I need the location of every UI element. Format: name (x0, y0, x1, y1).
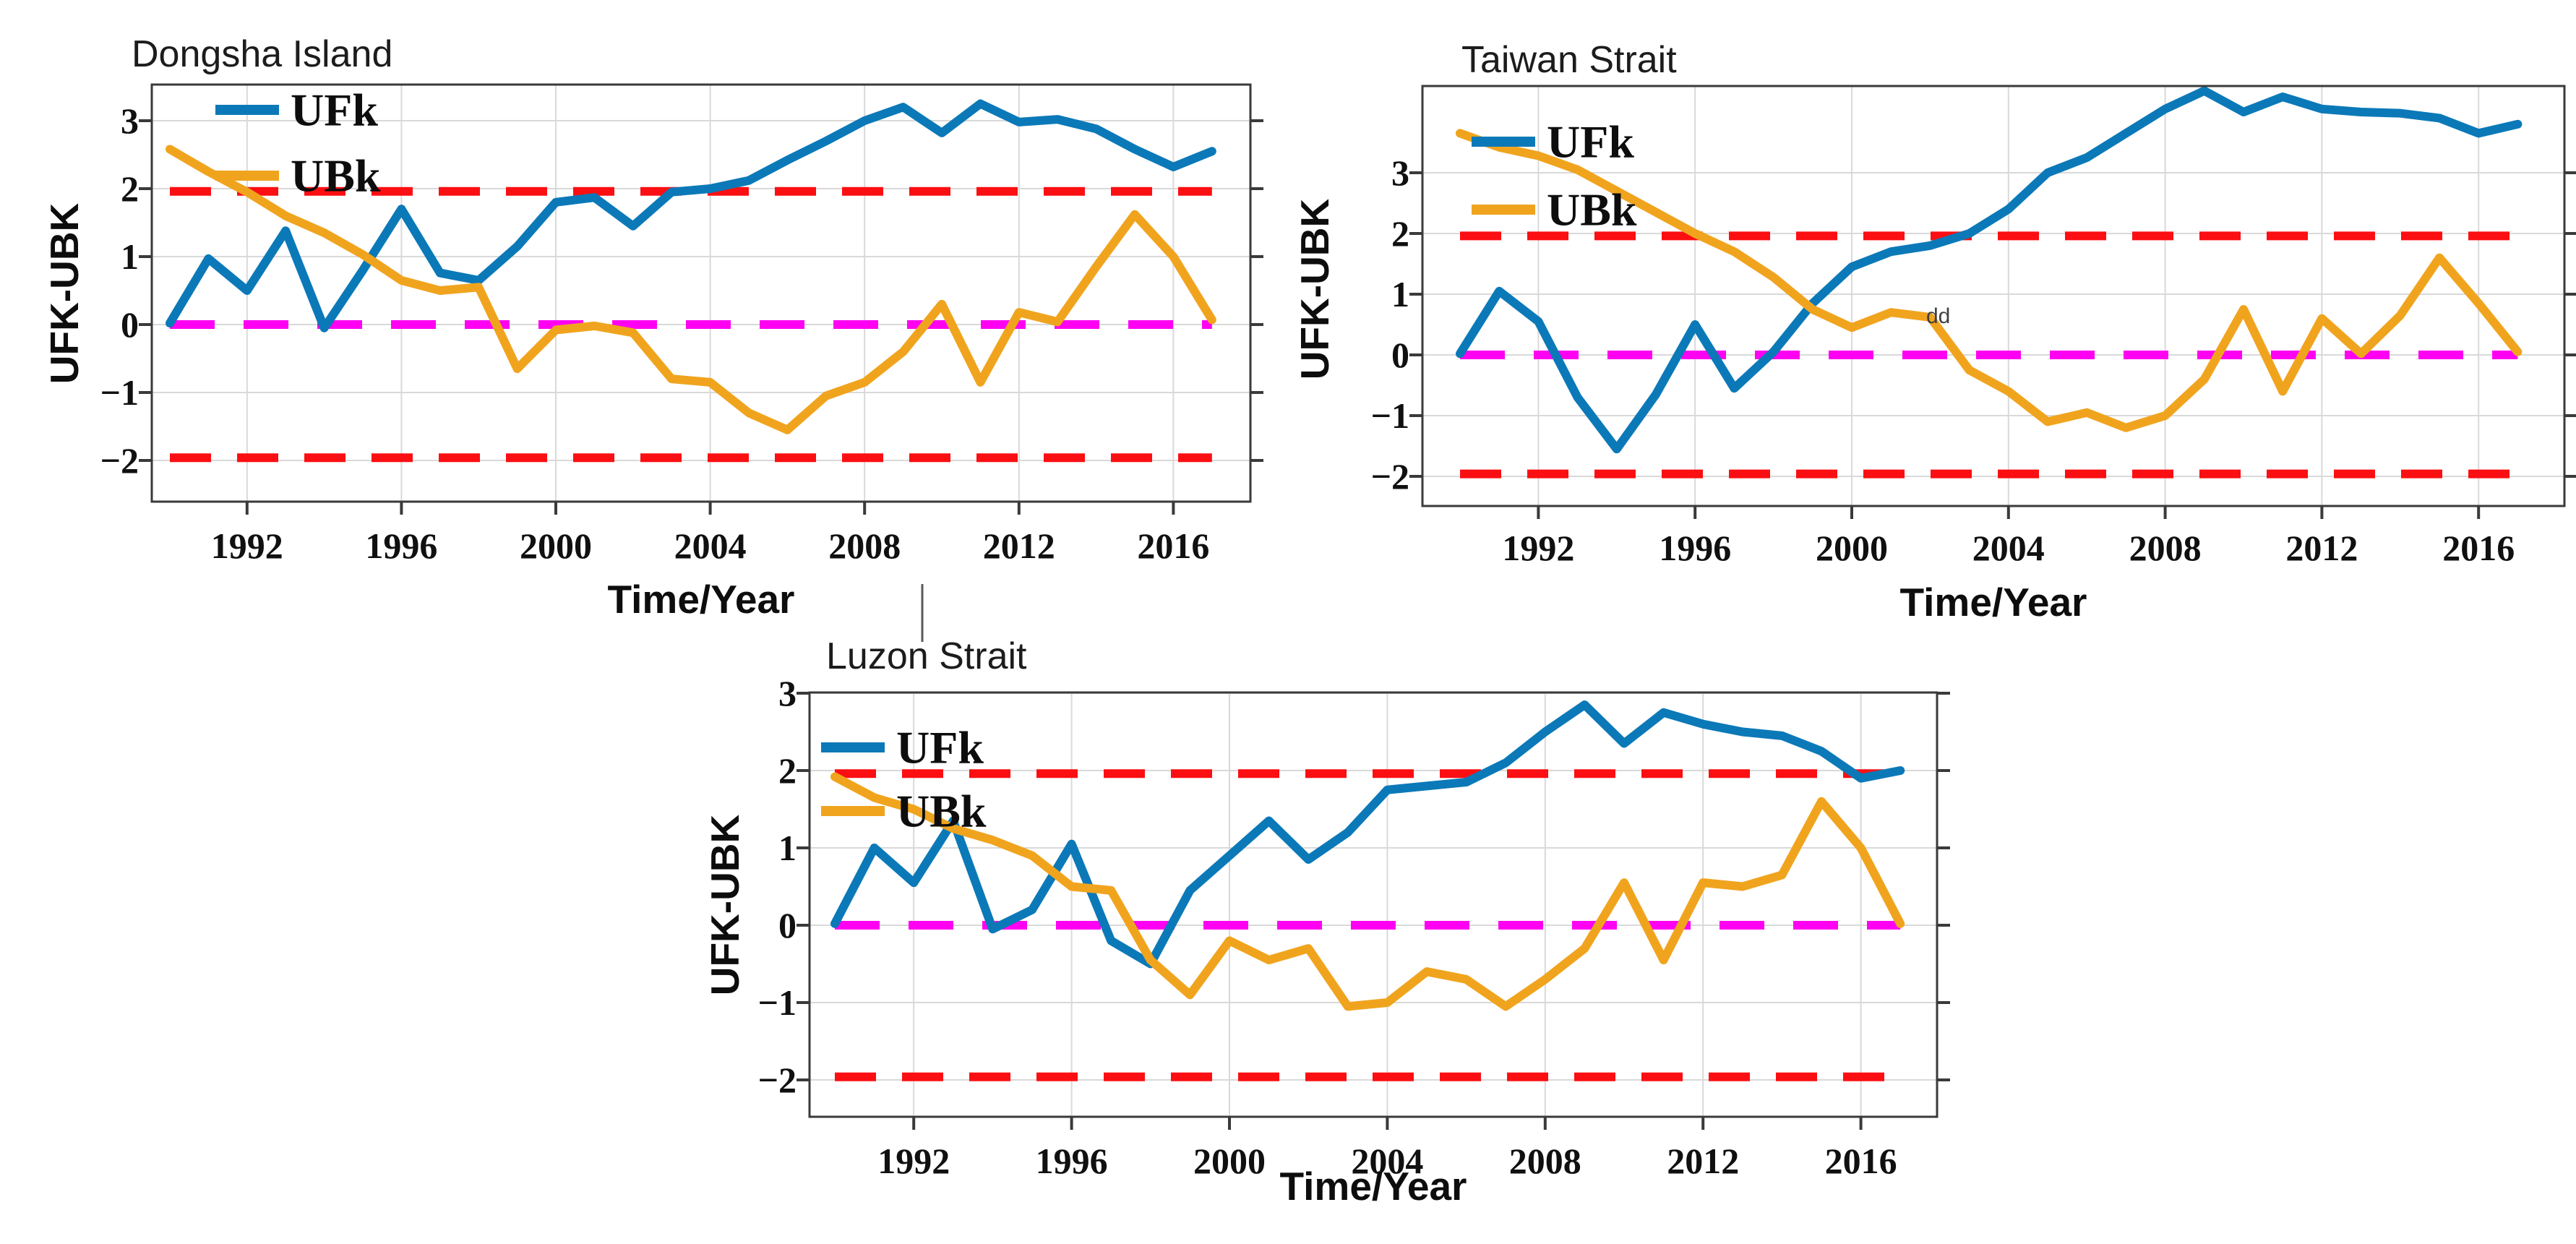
legend-label-ufk: UFk (896, 722, 984, 773)
xtick-label-2008: 2008 (828, 526, 901, 566)
dd-annotation: dd (1926, 304, 1950, 328)
panel-luzon: 3 2 1 0 −1 −2 1992 1996 2000 2004 2008 2012 2016 Luzo… (703, 635, 1950, 1209)
ytick-label-2: 2 (1391, 213, 1409, 254)
xtick-label-2012: 2012 (983, 526, 1055, 566)
ytick-label-1: 1 (121, 236, 139, 277)
series-ubk (1456, 129, 2523, 432)
ytick-label-2: 2 (778, 750, 797, 791)
xtick-label-2016: 2016 (1825, 1141, 1897, 1181)
xtick-label-2012: 2012 (2285, 528, 2358, 568)
xtick-label-2012: 2012 (1667, 1141, 1739, 1181)
x-axis-label: Time/Year (1900, 580, 2087, 625)
ytick-label-0: 0 (778, 905, 797, 945)
y-axis-label: UFK-UBK (1292, 198, 1337, 379)
y-axis-label: UFK-UBK (42, 202, 87, 384)
legend-label-ubk: UBk (1547, 184, 1637, 236)
xtick-label-2000: 2000 (1816, 528, 1888, 568)
series-ubk (830, 772, 1905, 1011)
ytick-label-2: 2 (121, 168, 139, 209)
series-ufk (830, 700, 1905, 969)
xtick-label-2000: 2000 (1193, 1141, 1266, 1181)
panel-taiwan: 3 2 1 0 −1 −2 1992 1996 2000 2004 2008 2012 2016 Taiw… (1292, 39, 2576, 625)
series-ufk (166, 99, 1216, 333)
xtick-label-2008: 2008 (1509, 1141, 1581, 1181)
ytick-label-3: 3 (778, 673, 797, 713)
xtick-label-2016: 2016 (1137, 526, 1209, 566)
ytick-label--1: −1 (100, 372, 139, 413)
plot-border (150, 83, 1252, 503)
panel-title: Taiwan Strait (1461, 39, 1677, 81)
ytick-label--2: −2 (1371, 456, 1410, 497)
xtick-label-1996: 1996 (1659, 528, 1731, 568)
plot-border (808, 691, 1939, 1118)
ytick-label--2: −2 (758, 1060, 797, 1100)
xtick-label-2016: 2016 (2442, 528, 2515, 568)
plot-border (1421, 85, 2566, 507)
ytick-label-1: 1 (778, 828, 797, 868)
xtick-label-1992: 1992 (1502, 528, 1574, 568)
x-axis-label: Time/Year (608, 577, 795, 622)
xtick-label-2004: 2004 (674, 526, 747, 566)
xtick-label-1992: 1992 (877, 1141, 950, 1181)
legend-label-ubk: UBk (896, 786, 987, 837)
ytick-label--2: −2 (100, 440, 139, 481)
series-ubk (166, 145, 1216, 434)
xtick-label-1992: 1992 (211, 526, 283, 566)
series-ufk (1456, 86, 2523, 454)
xtick-label-1996: 1996 (1036, 1141, 1108, 1181)
y-axis-label: UFK-UBK (703, 814, 747, 995)
xtick-label-2008: 2008 (2129, 528, 2202, 568)
xtick-label-2000: 2000 (520, 526, 592, 566)
xtick-label-1996: 1996 (365, 526, 437, 566)
legend-label-ubk: UBk (291, 150, 381, 202)
xtick-label-2004: 2004 (1972, 528, 2045, 568)
ytick-label--1: −1 (758, 982, 797, 1023)
legend-label-ufk: UFk (1547, 116, 1634, 168)
panel-title: Luzon Strait (826, 635, 1027, 677)
ytick-label-1: 1 (1391, 274, 1409, 314)
legend-label-ufk: UFk (291, 85, 378, 136)
ytick-label-3: 3 (1391, 153, 1409, 193)
ytick-label-3: 3 (121, 100, 139, 141)
ytick-label--1: −1 (1371, 395, 1410, 436)
x-axis-label: Time/Year (1280, 1164, 1467, 1209)
ytick-label-0: 0 (121, 304, 139, 345)
panel-dongsha: 3 2 1 0 −1 −2 1992 1996 2000 2004 2008 2012 2016 Dong… (42, 33, 1263, 622)
xtick-label-2004: 2004 (1351, 1141, 1423, 1181)
panel-title: Dongsha Island (132, 33, 392, 75)
ytick-label-0: 0 (1391, 335, 1409, 375)
